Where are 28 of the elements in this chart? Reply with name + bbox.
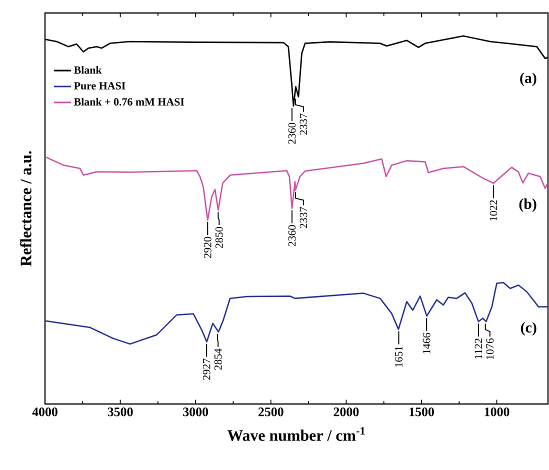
x-tick-label: 1000	[484, 408, 510, 416]
annotation: 2850	[215, 226, 223, 248]
x-tick-label: 3500	[108, 408, 133, 416]
annotation: 1651	[395, 346, 402, 367]
x-tick-label: 4000	[32, 408, 58, 416]
annotation: (a)	[520, 72, 536, 86]
annotation: 2920	[204, 236, 212, 258]
legend-label: Blank + 0.76 mM HASI	[74, 98, 184, 106]
annotation: (c)	[521, 322, 536, 336]
annotation: 2360	[288, 122, 296, 144]
y-axis-title: Reflectance / a.u.	[20, 151, 32, 266]
x-axis-title: Wave number / cm$^{-1}$	[227, 427, 365, 441]
annotation: 2337	[300, 114, 308, 135]
annotation: 2360	[288, 225, 296, 246]
x-tick-label: 2000	[334, 408, 359, 416]
annotation: 2854	[214, 348, 222, 370]
x-tick-label: 2500	[258, 408, 284, 416]
annotation: 1022	[490, 200, 498, 221]
annotation: (b)	[519, 198, 536, 212]
annotation: 2927	[202, 358, 210, 380]
annotation: 2337	[300, 207, 308, 228]
x-tick-label: 3000	[183, 408, 208, 416]
annotation: 1466	[422, 332, 430, 354]
legend-label: Blank	[74, 66, 102, 74]
annotation: 1122	[474, 338, 482, 359]
annotation: 1076	[486, 338, 494, 360]
legend-label: Pure HASI	[74, 82, 126, 90]
x-tick-label: 1500	[410, 408, 434, 416]
